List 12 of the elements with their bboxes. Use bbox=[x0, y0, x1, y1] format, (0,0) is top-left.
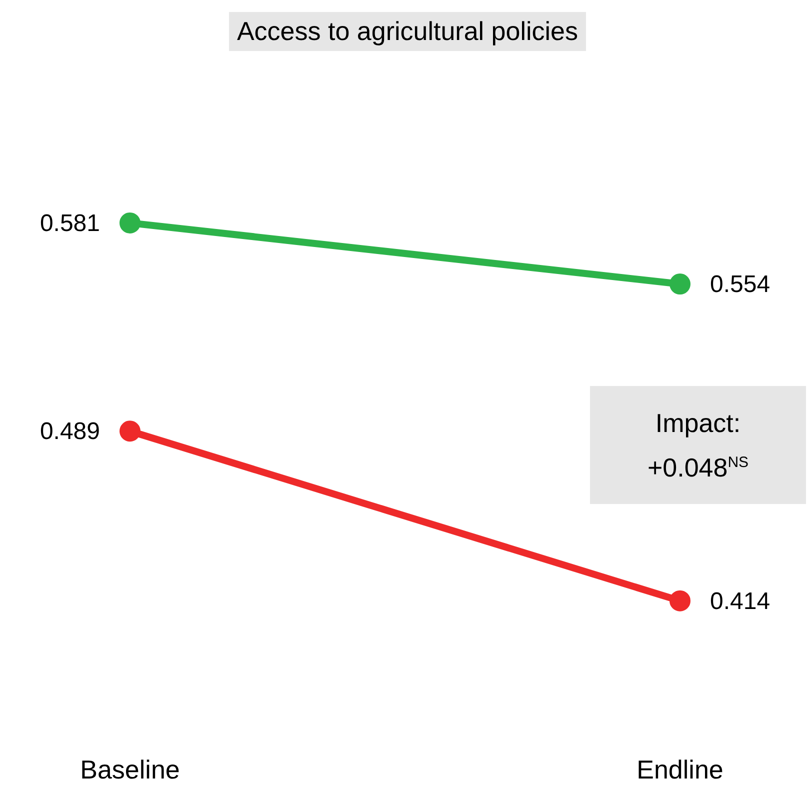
annotation: Impact: +0.048$^{NS}$ bbox=[646, 406, 750, 484]
point bbox=[670, 590, 690, 612]
point bbox=[120, 212, 140, 234]
data-label: 0.581 bbox=[40, 210, 100, 237]
x-tick-label: Endline bbox=[636, 754, 724, 784]
data-label: 0.554 bbox=[710, 271, 770, 298]
point bbox=[120, 420, 140, 442]
x-tick-label: Baseline bbox=[80, 754, 180, 784]
data-label: 0.489 bbox=[40, 418, 100, 446]
point bbox=[670, 274, 690, 295]
chart-title: Access to agricultural policies bbox=[228, 12, 586, 51]
data-label: 0.414 bbox=[710, 588, 770, 615]
